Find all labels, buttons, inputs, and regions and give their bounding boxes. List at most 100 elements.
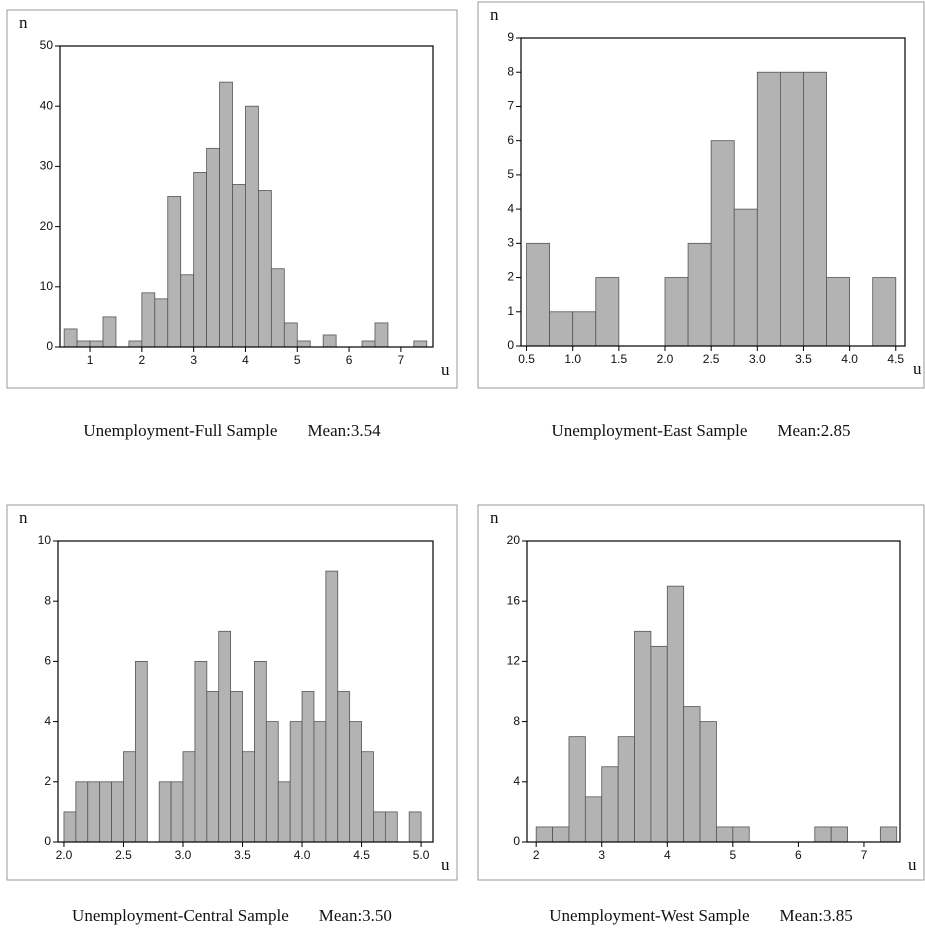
bar <box>584 796 603 843</box>
bar <box>296 340 311 348</box>
x-axis-label: u <box>913 359 922 378</box>
bar <box>154 298 169 348</box>
y-tick-label: 0 <box>513 834 520 848</box>
bar <box>313 721 327 843</box>
bar <box>194 661 208 843</box>
x-tick-label: 4.5 <box>887 352 904 366</box>
bar <box>650 645 668 843</box>
bar <box>232 184 246 348</box>
y-axis-label: n <box>19 13 28 32</box>
y-tick-label: 8 <box>507 64 514 78</box>
x-tick-label: 7 <box>861 848 868 862</box>
bar <box>277 781 291 843</box>
bar <box>732 826 750 843</box>
bar <box>63 811 77 843</box>
x-tick-label: 2.5 <box>115 848 132 862</box>
y-tick-label: 20 <box>507 533 521 547</box>
bar <box>872 277 897 347</box>
y-tick-label: 30 <box>40 159 54 173</box>
y-tick-label: 4 <box>513 774 520 788</box>
caption-mean: Mean:3.54 <box>307 421 381 440</box>
y-tick-label: 6 <box>44 654 51 668</box>
bar <box>779 71 804 347</box>
y-tick-label: 0 <box>507 338 514 352</box>
bar <box>75 781 89 843</box>
bar <box>89 340 104 348</box>
y-tick-label: 3 <box>507 236 514 250</box>
bar <box>666 585 685 843</box>
bar <box>325 570 339 843</box>
y-tick-label: 50 <box>40 38 54 52</box>
bar <box>102 316 117 348</box>
bar <box>601 766 619 843</box>
plot-frame <box>520 37 906 347</box>
y-tick-label: 8 <box>44 593 51 607</box>
bar <box>526 242 551 347</box>
bar <box>830 826 848 843</box>
bar <box>141 292 156 348</box>
plot-frame <box>59 45 434 348</box>
x-axis-label: u <box>908 855 917 874</box>
bar <box>361 751 374 843</box>
bar <box>373 811 386 843</box>
bar <box>270 268 285 348</box>
caption: Unemployment-Central Sample Mean:3.50 <box>72 906 392 925</box>
y-tick-label: 1 <box>507 304 514 318</box>
bar <box>879 826 898 843</box>
bar <box>361 340 376 348</box>
x-axis-label: u <box>441 855 450 874</box>
x-tick-label: 6 <box>795 848 802 862</box>
bar <box>595 277 620 347</box>
bar <box>349 721 362 843</box>
caption-mean: Mean:3.50 <box>319 906 392 925</box>
bar <box>710 140 735 347</box>
caption-title: Unemployment-Central Sample <box>72 906 289 925</box>
x-tick-label: 2.0 <box>657 352 674 366</box>
caption: Unemployment-West Sample Mean:3.85 <box>549 906 852 925</box>
bar <box>814 826 832 843</box>
bar <box>206 147 220 348</box>
bar <box>99 781 112 843</box>
y-tick-label: 10 <box>38 533 52 547</box>
caption-mean: Mean:2.85 <box>777 421 850 440</box>
caption: Unemployment-East Sample Mean:2.85 <box>551 421 850 440</box>
y-tick-label: 8 <box>513 714 520 728</box>
bar <box>322 334 337 348</box>
caption: Unemployment-Full Sample Mean:3.54 <box>83 421 381 440</box>
y-tick-label: 7 <box>507 99 514 113</box>
x-tick-label: 5.0 <box>413 848 430 862</box>
y-tick-label: 6 <box>507 133 514 147</box>
bar <box>283 322 298 348</box>
x-tick-label: 3 <box>598 848 605 862</box>
x-tick-label: 1 <box>87 353 94 367</box>
caption-mean: Mean:3.85 <box>780 906 853 925</box>
plot-frame <box>526 540 901 843</box>
y-tick-label: 4 <box>507 201 514 215</box>
x-tick-label: 2 <box>139 353 146 367</box>
bar <box>242 751 255 843</box>
x-tick-label: 2.5 <box>703 352 720 366</box>
x-tick-label: 3 <box>190 353 197 367</box>
bar <box>87 781 101 843</box>
y-tick-label: 2 <box>507 270 514 284</box>
x-tick-label: 4 <box>664 848 671 862</box>
x-tick-label: 4.0 <box>841 352 858 366</box>
x-tick-label: 5 <box>294 353 301 367</box>
y-tick-label: 0 <box>46 339 53 353</box>
x-tick-label: 3.5 <box>234 848 251 862</box>
bar <box>63 328 78 348</box>
y-tick-label: 12 <box>507 654 521 668</box>
bar <box>756 71 781 347</box>
caption-title: Unemployment-East Sample <box>551 421 747 440</box>
bar <box>193 172 208 348</box>
bar <box>230 691 243 843</box>
bar <box>683 706 701 843</box>
y-tick-label: 9 <box>507 30 514 44</box>
x-tick-label: 7 <box>398 353 405 367</box>
y-tick-label: 20 <box>40 219 54 233</box>
bar <box>826 277 851 347</box>
y-tick-label: 16 <box>507 593 521 607</box>
bar <box>803 71 827 347</box>
bar <box>617 736 635 843</box>
